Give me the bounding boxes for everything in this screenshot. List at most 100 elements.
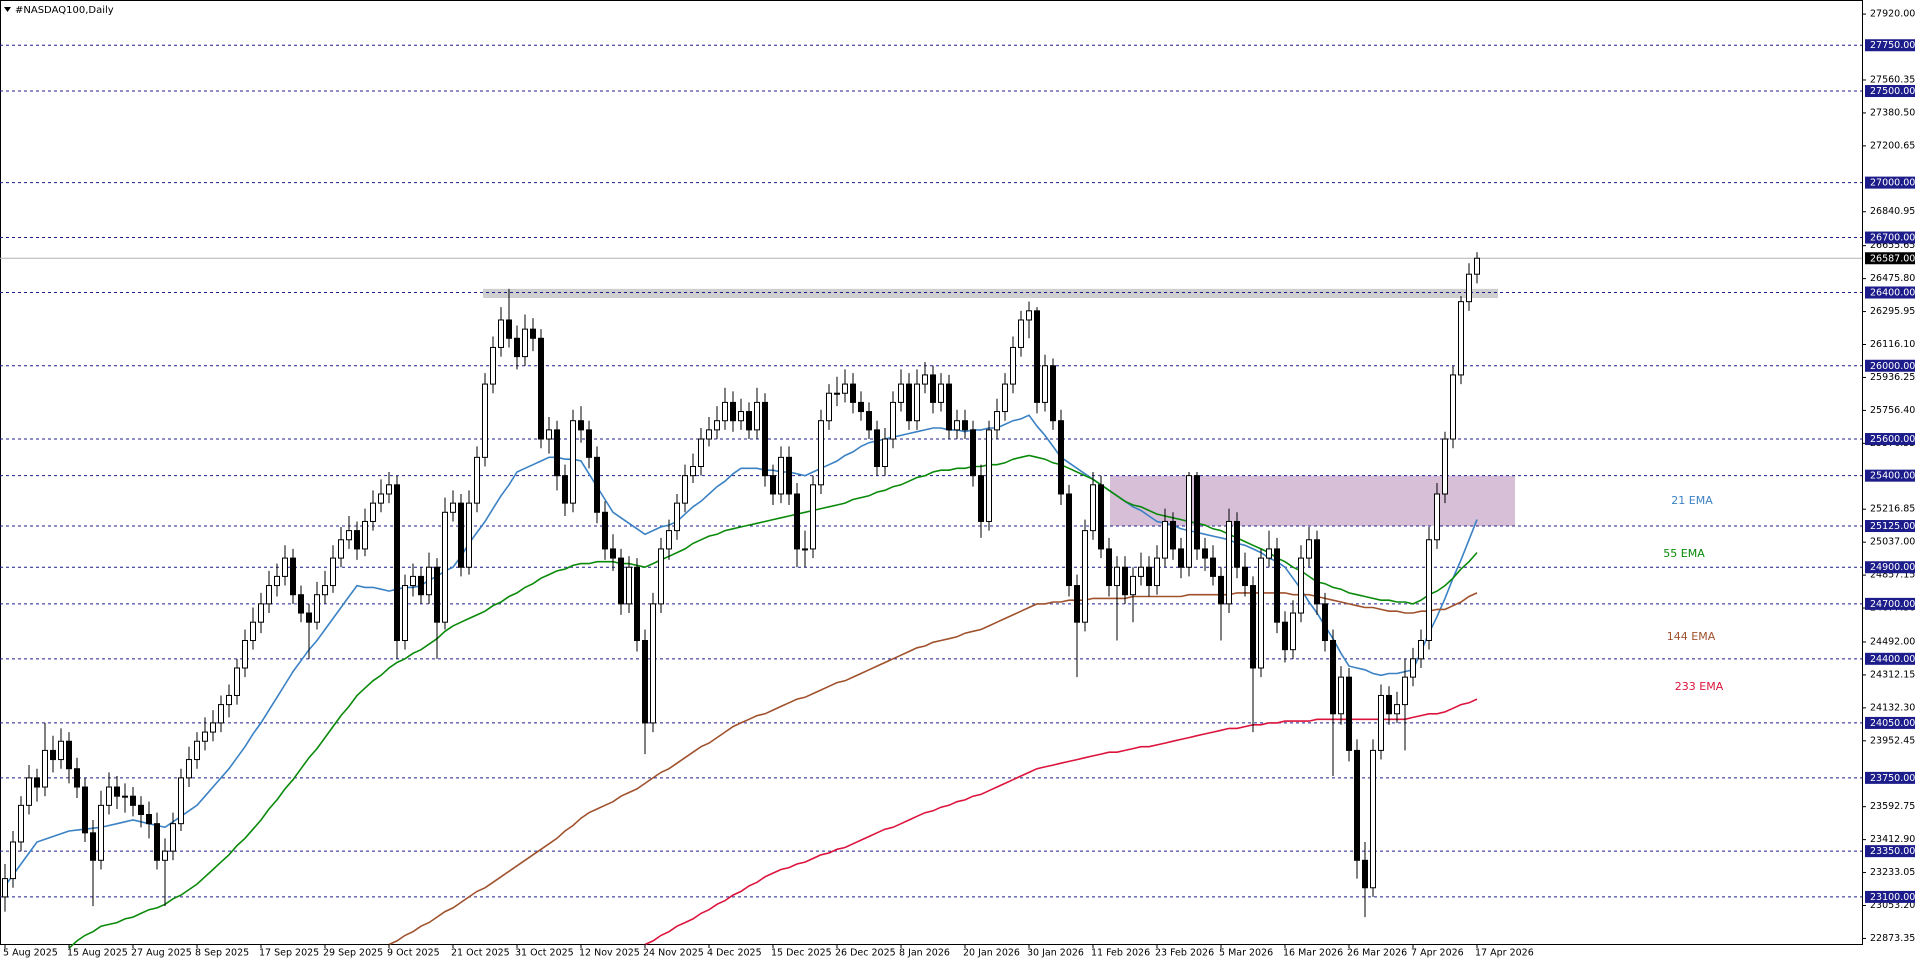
x-tick-label: 5 Aug 2025 xyxy=(3,948,58,959)
candle-body xyxy=(922,374,928,385)
ema-line xyxy=(68,454,1478,949)
candle-body xyxy=(402,585,408,642)
candle-body xyxy=(858,401,864,413)
menu-arrow xyxy=(4,7,11,12)
candle-body xyxy=(170,823,176,852)
x-tick-label: 26 Mar 2026 xyxy=(1347,948,1407,959)
candle-body xyxy=(1002,383,1008,413)
candle-body xyxy=(1410,658,1416,678)
level-label: 23750.00 xyxy=(1870,773,1915,784)
y-tick-label: 26840.95 xyxy=(1870,206,1915,217)
x-tick-label: 27 Aug 2025 xyxy=(131,948,192,959)
candle-body xyxy=(90,832,96,861)
candle-body xyxy=(202,731,208,742)
x-tick-label: 5 Mar 2026 xyxy=(1219,948,1273,959)
candle-body xyxy=(354,530,360,550)
candle-body xyxy=(642,640,648,724)
candle-body xyxy=(826,392,832,422)
zone xyxy=(1110,475,1515,527)
candle-body xyxy=(1378,694,1384,751)
candle-body xyxy=(194,740,200,761)
candle-body xyxy=(986,429,992,522)
candle-body xyxy=(66,740,72,770)
candle-body xyxy=(1098,484,1104,550)
candle-body xyxy=(578,420,584,431)
candle-body xyxy=(1090,484,1096,532)
candle-body xyxy=(106,786,112,806)
candle-body xyxy=(18,804,24,843)
candle-body xyxy=(162,850,168,861)
candle-body xyxy=(274,575,280,587)
x-tick-label: 8 Sep 2025 xyxy=(195,948,249,959)
candle-body xyxy=(466,502,472,568)
candle-body xyxy=(234,667,240,696)
y-tick-label: 23053.20 xyxy=(1870,900,1915,911)
y-tick-label: 23592.75 xyxy=(1870,801,1915,812)
candle-body xyxy=(698,438,704,468)
x-tick-label: 12 Nov 2025 xyxy=(579,948,640,959)
x-tick-label: 26 Dec 2025 xyxy=(835,948,896,959)
level-label-bg xyxy=(1865,176,1915,189)
y-tick-label: 25216.85 xyxy=(1870,504,1915,515)
candle-body xyxy=(154,823,160,861)
candle-body xyxy=(298,594,304,614)
candle-body xyxy=(1458,301,1464,376)
x-tick-label: 23 Feb 2026 xyxy=(1155,948,1214,959)
candle-body xyxy=(1114,566,1120,587)
candle-body xyxy=(1170,520,1176,550)
candle-body xyxy=(434,566,440,623)
candle-body xyxy=(586,429,592,458)
candle-body xyxy=(658,548,664,605)
candle-body xyxy=(1426,539,1432,642)
candle-body xyxy=(1226,520,1232,605)
y-tick-label: 27200.65 xyxy=(1870,140,1915,151)
candle-body xyxy=(810,484,816,550)
candle-body xyxy=(1250,585,1256,669)
level-label: 27000.00 xyxy=(1870,178,1915,189)
candle-body xyxy=(946,383,952,431)
candle-body xyxy=(498,319,504,348)
candle-body xyxy=(1298,557,1304,614)
candle-body xyxy=(450,502,456,513)
candle-body xyxy=(74,768,80,788)
level-label-bg xyxy=(1865,359,1915,372)
candle-body xyxy=(906,383,912,422)
candle-body xyxy=(538,337,544,440)
y-tick-label: 25936.25 xyxy=(1870,372,1915,383)
candle-body xyxy=(362,520,368,550)
candle-body xyxy=(58,740,64,761)
candle-body xyxy=(1306,539,1312,559)
candle-body xyxy=(1394,704,1400,715)
candle-body xyxy=(746,411,752,431)
candle-body xyxy=(874,429,880,468)
candle-body xyxy=(130,795,136,806)
candle-body xyxy=(610,548,616,559)
candle-body xyxy=(786,456,792,495)
candle-body xyxy=(754,401,760,431)
y-tick-label: 26116.10 xyxy=(1870,339,1915,350)
candle-body xyxy=(930,374,936,403)
candle-body xyxy=(1194,475,1200,550)
candle-body xyxy=(1082,530,1088,623)
candle-body xyxy=(954,420,960,431)
candle-body xyxy=(1442,438,1448,495)
candle-body xyxy=(1058,420,1064,495)
candle-body xyxy=(226,694,232,706)
candle-body xyxy=(682,475,688,504)
candle-body xyxy=(554,429,560,477)
level-label: 27750.00 xyxy=(1870,40,1915,51)
candle-body xyxy=(1354,749,1360,861)
x-tick-label: 20 Jan 2026 xyxy=(963,948,1020,959)
x-tick-label: 30 Jan 2026 xyxy=(1027,948,1084,959)
y-tick-label: 27560.35 xyxy=(1870,74,1915,85)
candle-body xyxy=(186,759,192,779)
x-tick-label: 31 Oct 2025 xyxy=(515,948,574,959)
candle-body xyxy=(506,319,512,339)
level-label-bg xyxy=(1865,652,1915,665)
x-tick-label: 15 Dec 2025 xyxy=(771,948,832,959)
candle-body xyxy=(1242,566,1248,587)
candle-body xyxy=(1370,749,1376,889)
candle-body xyxy=(394,484,400,642)
candle-body xyxy=(1178,548,1184,568)
candle-body xyxy=(1034,310,1040,403)
